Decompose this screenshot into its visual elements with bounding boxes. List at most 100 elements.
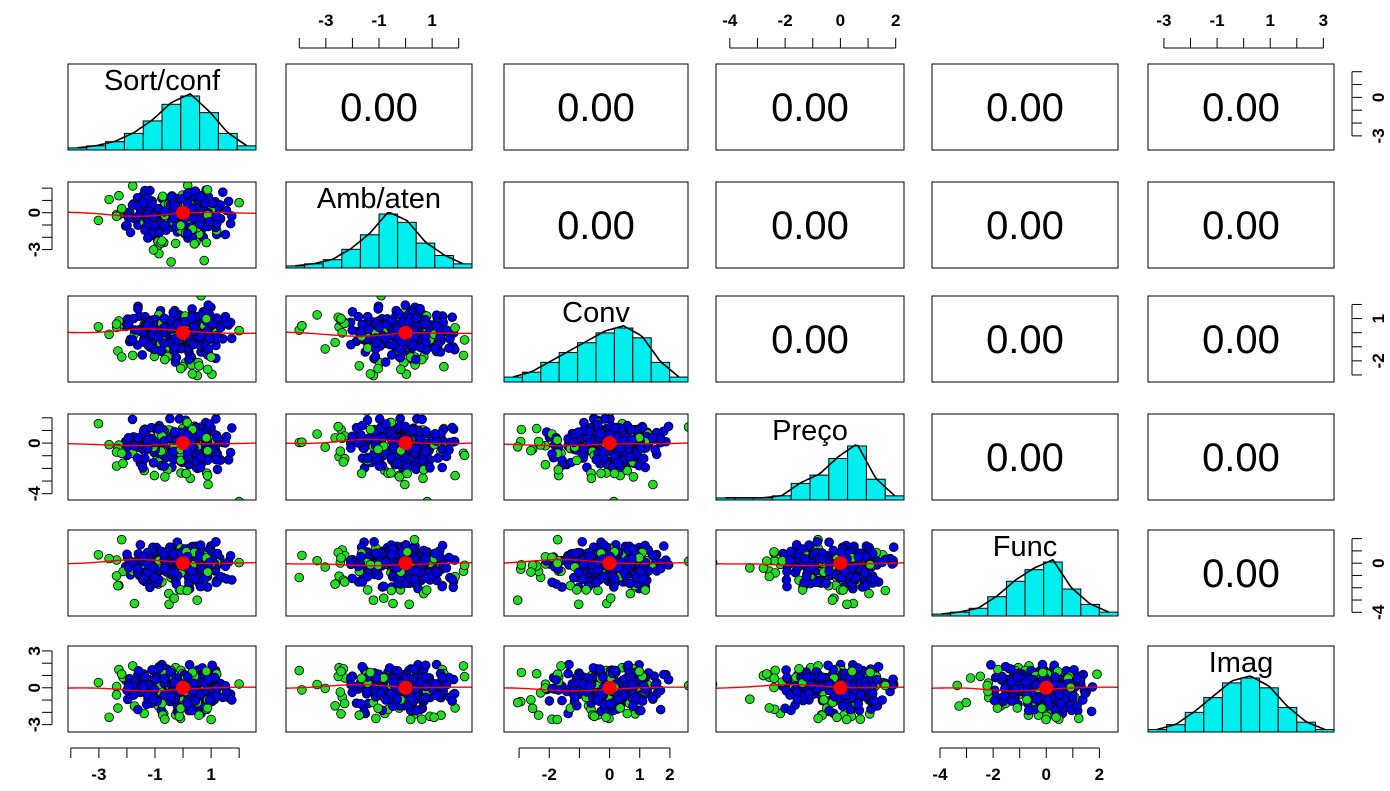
scatter-point [744,562,755,573]
scatter-point [821,578,831,589]
histogram-bar [452,263,473,269]
y-tick-label: 0 [1369,93,1388,102]
scatter-point [220,680,231,691]
scatter-point [335,687,346,697]
scatter-point [365,559,376,570]
scatter-point [527,703,538,714]
scatter-point [381,695,391,705]
histogram-bar [650,361,671,383]
scatter-point [411,313,422,323]
scatter-point [663,421,674,432]
scatter-point [381,419,391,429]
panel-conv-imag: 0.00 [1147,295,1335,383]
scatter-point [430,548,440,559]
y-tick-label: -4 [1369,604,1388,620]
scatter-point [199,255,210,266]
correlation-value: 0.00 [771,318,849,362]
scatter-point [362,343,373,353]
panel-sort-conf-imag: 0.00 [1147,63,1335,151]
scatter-point [847,666,857,677]
scatter-point [386,468,396,478]
panel-amb-aten-sort-conf [67,181,257,269]
scatter-point [447,696,458,706]
scatter-point [1037,659,1048,670]
scatter-point [127,182,138,191]
correlation-value: 0.00 [1202,436,1280,480]
scatter-point [586,473,597,484]
scatter-point [111,690,122,700]
scatter-point [431,321,442,331]
scatter-point [744,694,755,704]
scatter-point [160,471,170,482]
scatter-point [338,457,349,467]
scatter-point [204,333,215,344]
panel-imag-preco [715,645,905,733]
scatter-point [169,593,180,603]
panel-preco-func: 0.00 [931,413,1119,501]
scatter-point [447,312,458,323]
scatter-point [855,714,866,724]
correlation-value: 0.00 [1202,318,1280,362]
scatter-point [170,238,181,249]
scatter-point [430,428,440,439]
scatter-point [123,432,134,443]
scatter-point [792,562,803,573]
scatter-point [347,687,358,698]
scatter-point [593,585,603,596]
panel-amb-aten-conv: 0.00 [503,181,689,269]
scatter-point [552,534,563,545]
scatter-point [204,557,215,568]
scatter-point [531,668,542,679]
y-axis-conv: -21 [1351,303,1388,376]
scatter-point [335,446,346,457]
scatter-point [640,685,651,695]
scatter-point [93,677,104,688]
scatter-point [781,575,792,585]
scatter-point [813,713,823,724]
scatter-point [648,479,658,490]
scatter-point [647,550,658,560]
scatter-point [433,453,443,463]
scatter-point [626,424,636,435]
scatter-point [592,695,603,705]
scatter-point [573,427,584,437]
scatter-point [380,357,391,367]
panel-imag-amb-aten [285,645,473,733]
scatter-point [362,571,373,582]
scatter-point [812,536,823,547]
scatter-point [137,350,148,360]
scatter-point [1074,713,1084,724]
mean-point [398,680,413,695]
scatter-point [799,553,810,564]
scatter-point [201,313,212,324]
histogram-bar [1024,569,1045,617]
scatter-point [182,189,193,199]
scatter-point [869,696,879,706]
scatter-point [609,496,619,500]
scatter-point [395,344,405,355]
scatter-point [362,311,373,322]
scatter-point [526,567,536,577]
panel-sort-conf-preco: 0.00 [715,63,905,151]
scatter-point [369,536,379,547]
mean-point [833,680,848,695]
mean-point [602,556,617,571]
panel-preco-preco: Preço [715,413,905,501]
scatter-point [865,667,875,678]
scatter-point [634,666,645,677]
scatter-point [1032,694,1042,705]
scatter-point [571,585,582,595]
scatter-point [605,698,615,709]
panel-frame [285,63,473,151]
scatter-point [387,550,397,560]
histogram-bar [217,132,238,151]
scatter-point [596,429,606,439]
panel-sort-conf-amb-aten: 0.00 [285,63,473,151]
scatter-point [227,423,237,433]
x-tick-label: -2 [778,11,793,30]
scatter-point [429,712,439,723]
scatter-point [187,566,197,577]
scatter-point [637,422,648,433]
histogram-bar [613,327,634,383]
